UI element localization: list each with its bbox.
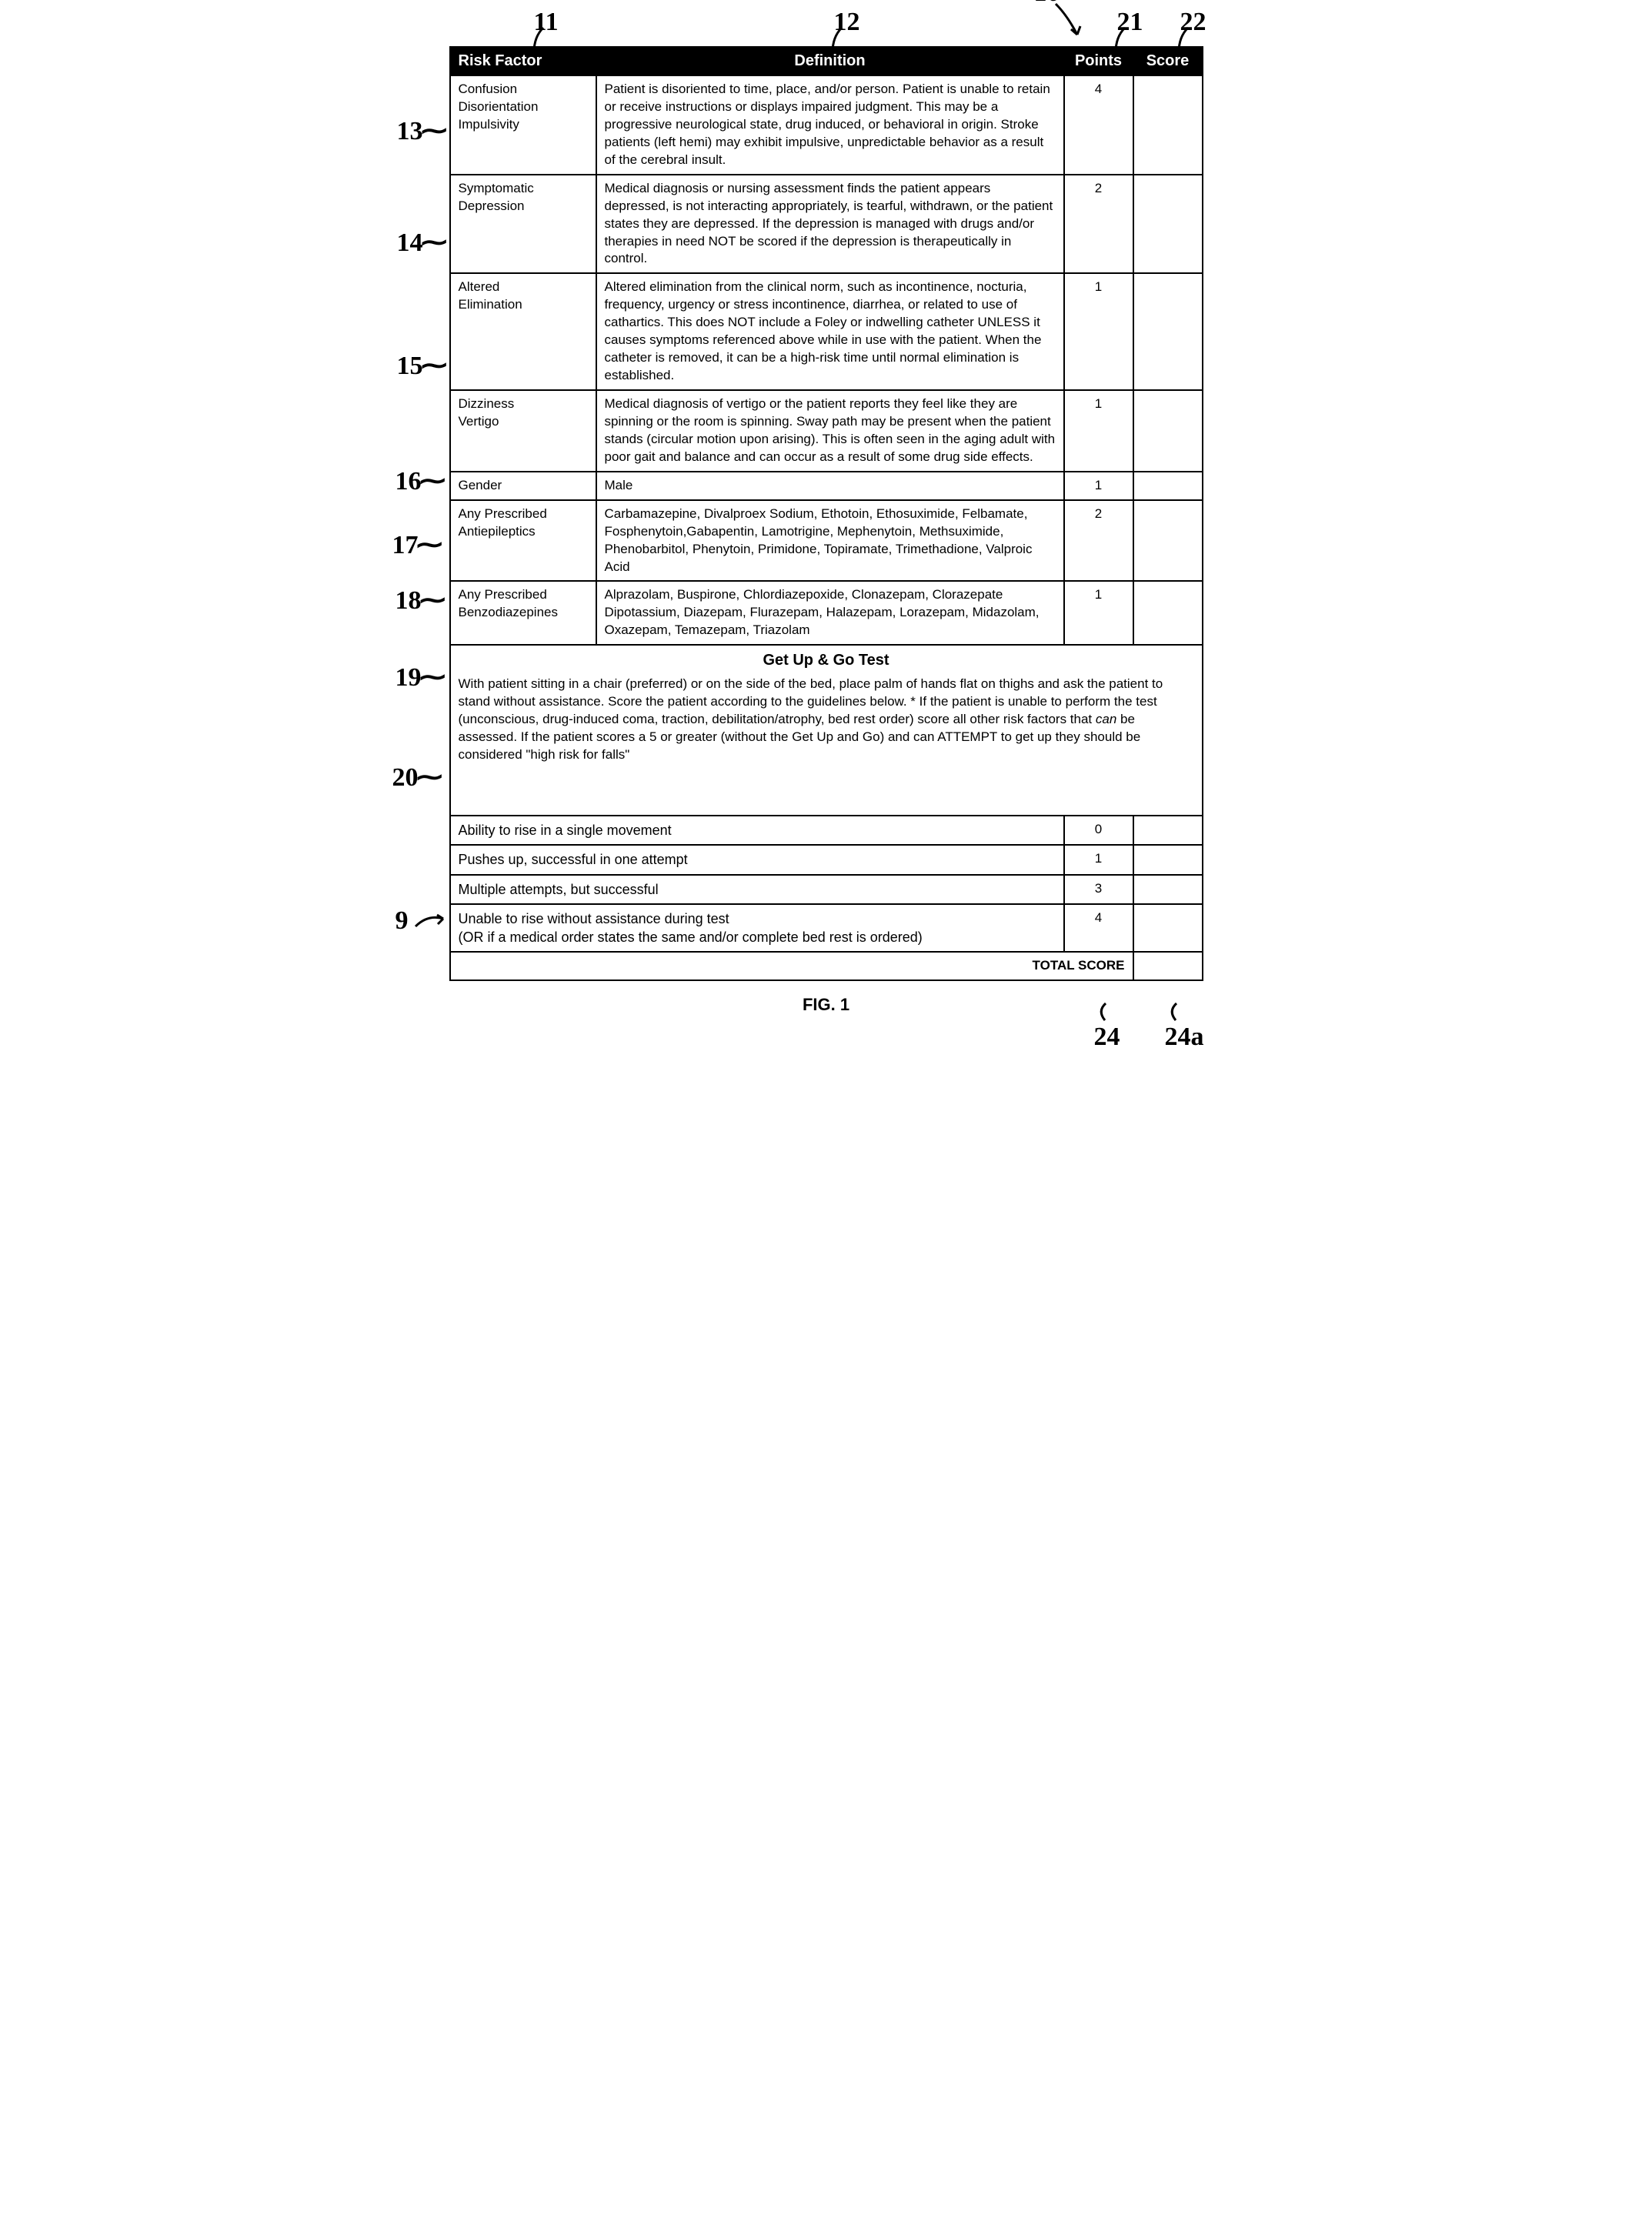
getup-points-cell: 1 xyxy=(1064,845,1133,874)
callout-12: 12 xyxy=(834,8,860,37)
risk-factor-cell: Any PrescribedBenzodiazepines xyxy=(450,581,596,645)
definition-cell: Alprazolam, Buspirone, Chlordiazepoxide,… xyxy=(596,581,1064,645)
getup-score-cell[interactable] xyxy=(1133,904,1203,953)
score-cell[interactable] xyxy=(1133,472,1203,500)
risk-factor-cell: SymptomaticDepression xyxy=(450,175,596,274)
definition-cell: Medical diagnosis of vertigo or the pati… xyxy=(596,390,1064,472)
callout-20: 20∼ xyxy=(392,762,441,793)
getup-body: With patient sitting in a chair (preferr… xyxy=(459,676,1194,764)
getup-table-row: Multiple attempts, but successful3 xyxy=(450,875,1203,904)
points-cell: 2 xyxy=(1064,175,1133,274)
getup-title: Get Up & Go Test xyxy=(459,650,1194,671)
callout-11: 11 xyxy=(534,8,559,37)
callout-19: 19∼ xyxy=(395,662,444,692)
definition-cell: Male xyxy=(596,472,1064,500)
definition-cell: Carbamazepine, Divalproex Sodium, Ethoto… xyxy=(596,500,1064,582)
getup-row: Get Up & Go Test With patient sitting in… xyxy=(450,645,1203,816)
callout-9: 9 xyxy=(395,906,409,936)
getup-score-cell[interactable] xyxy=(1133,816,1203,845)
points-cell: 1 xyxy=(1064,390,1133,472)
getup-label-cell: Ability to rise in a single movement xyxy=(450,816,1064,845)
table-row: ConfusionDisorientationImpulsivityPatien… xyxy=(450,75,1203,175)
getup-table-row: Ability to rise in a single movement0 xyxy=(450,816,1203,845)
risk-factor-cell: DizzinessVertigo xyxy=(450,390,596,472)
getup-table-row: Pushes up, successful in one attempt1 xyxy=(450,845,1203,874)
figure-caption: FIG. 1 xyxy=(449,995,1203,1015)
getup-table-row: Unable to rise without assistance during… xyxy=(450,904,1203,953)
callout-13: 13∼ xyxy=(397,115,446,146)
callout-14: 14∼ xyxy=(397,227,446,258)
getup-label-cell: Multiple attempts, but successful xyxy=(450,875,1064,904)
col-risk-factor: Risk Factor xyxy=(450,47,596,75)
callout-21: 21 xyxy=(1117,8,1143,37)
definition-cell: Altered elimination from the clinical no… xyxy=(596,273,1064,390)
getup-label-cell: Unable to rise without assistance during… xyxy=(450,904,1064,953)
score-cell[interactable] xyxy=(1133,500,1203,582)
table-row: Any PrescribedAntiepilepticsCarbamazepin… xyxy=(450,500,1203,582)
risk-table: Risk Factor Definition Points Score Conf… xyxy=(449,46,1203,981)
getup-points-cell: 0 xyxy=(1064,816,1133,845)
getup-score-cell[interactable] xyxy=(1133,845,1203,874)
score-cell[interactable] xyxy=(1133,273,1203,390)
getup-points-cell: 4 xyxy=(1064,904,1133,953)
getup-points-cell: 3 xyxy=(1064,875,1133,904)
risk-factor-cell: Gender xyxy=(450,472,596,500)
points-cell: 2 xyxy=(1064,500,1133,582)
total-row: TOTAL SCORE xyxy=(450,952,1203,980)
definition-cell: Medical diagnosis or nursing assessment … xyxy=(596,175,1064,274)
callout-24: 24 xyxy=(1094,1002,1120,1052)
callout-24a: 24a xyxy=(1165,1002,1204,1052)
callout-10: 10 xyxy=(1034,0,1060,8)
table-row: Any PrescribedBenzodiazepinesAlprazolam,… xyxy=(450,581,1203,645)
figure-wrap: 10 11 12 21 22 13∼ 14∼ 15∼ 16∼ 17∼ 18∼ 1… xyxy=(449,46,1203,1015)
definition-cell: Patient is disoriented to time, place, a… xyxy=(596,75,1064,175)
table-row: SymptomaticDepressionMedical diagnosis o… xyxy=(450,175,1203,274)
total-score-cell[interactable] xyxy=(1133,952,1203,980)
callout-16: 16∼ xyxy=(395,466,444,496)
total-label: TOTAL SCORE xyxy=(450,952,1133,980)
getup-score-cell[interactable] xyxy=(1133,875,1203,904)
callout-15: 15∼ xyxy=(397,350,446,381)
table-row: GenderMale1 xyxy=(450,472,1203,500)
callout-18: 18∼ xyxy=(395,585,444,616)
points-cell: 1 xyxy=(1064,472,1133,500)
risk-factor-cell: AlteredElimination xyxy=(450,273,596,390)
score-cell[interactable] xyxy=(1133,390,1203,472)
getup-label-cell: Pushes up, successful in one attempt xyxy=(450,845,1064,874)
points-cell: 4 xyxy=(1064,75,1133,175)
score-cell[interactable] xyxy=(1133,175,1203,274)
callout-22: 22 xyxy=(1180,8,1206,37)
callout-17: 17∼ xyxy=(392,529,441,560)
risk-factor-cell: ConfusionDisorientationImpulsivity xyxy=(450,75,596,175)
points-cell: 1 xyxy=(1064,581,1133,645)
score-cell[interactable] xyxy=(1133,75,1203,175)
points-cell: 1 xyxy=(1064,273,1133,390)
table-row: DizzinessVertigoMedical diagnosis of ver… xyxy=(450,390,1203,472)
risk-factor-cell: Any PrescribedAntiepileptics xyxy=(450,500,596,582)
score-cell[interactable] xyxy=(1133,581,1203,645)
table-row: AlteredEliminationAltered elimination fr… xyxy=(450,273,1203,390)
